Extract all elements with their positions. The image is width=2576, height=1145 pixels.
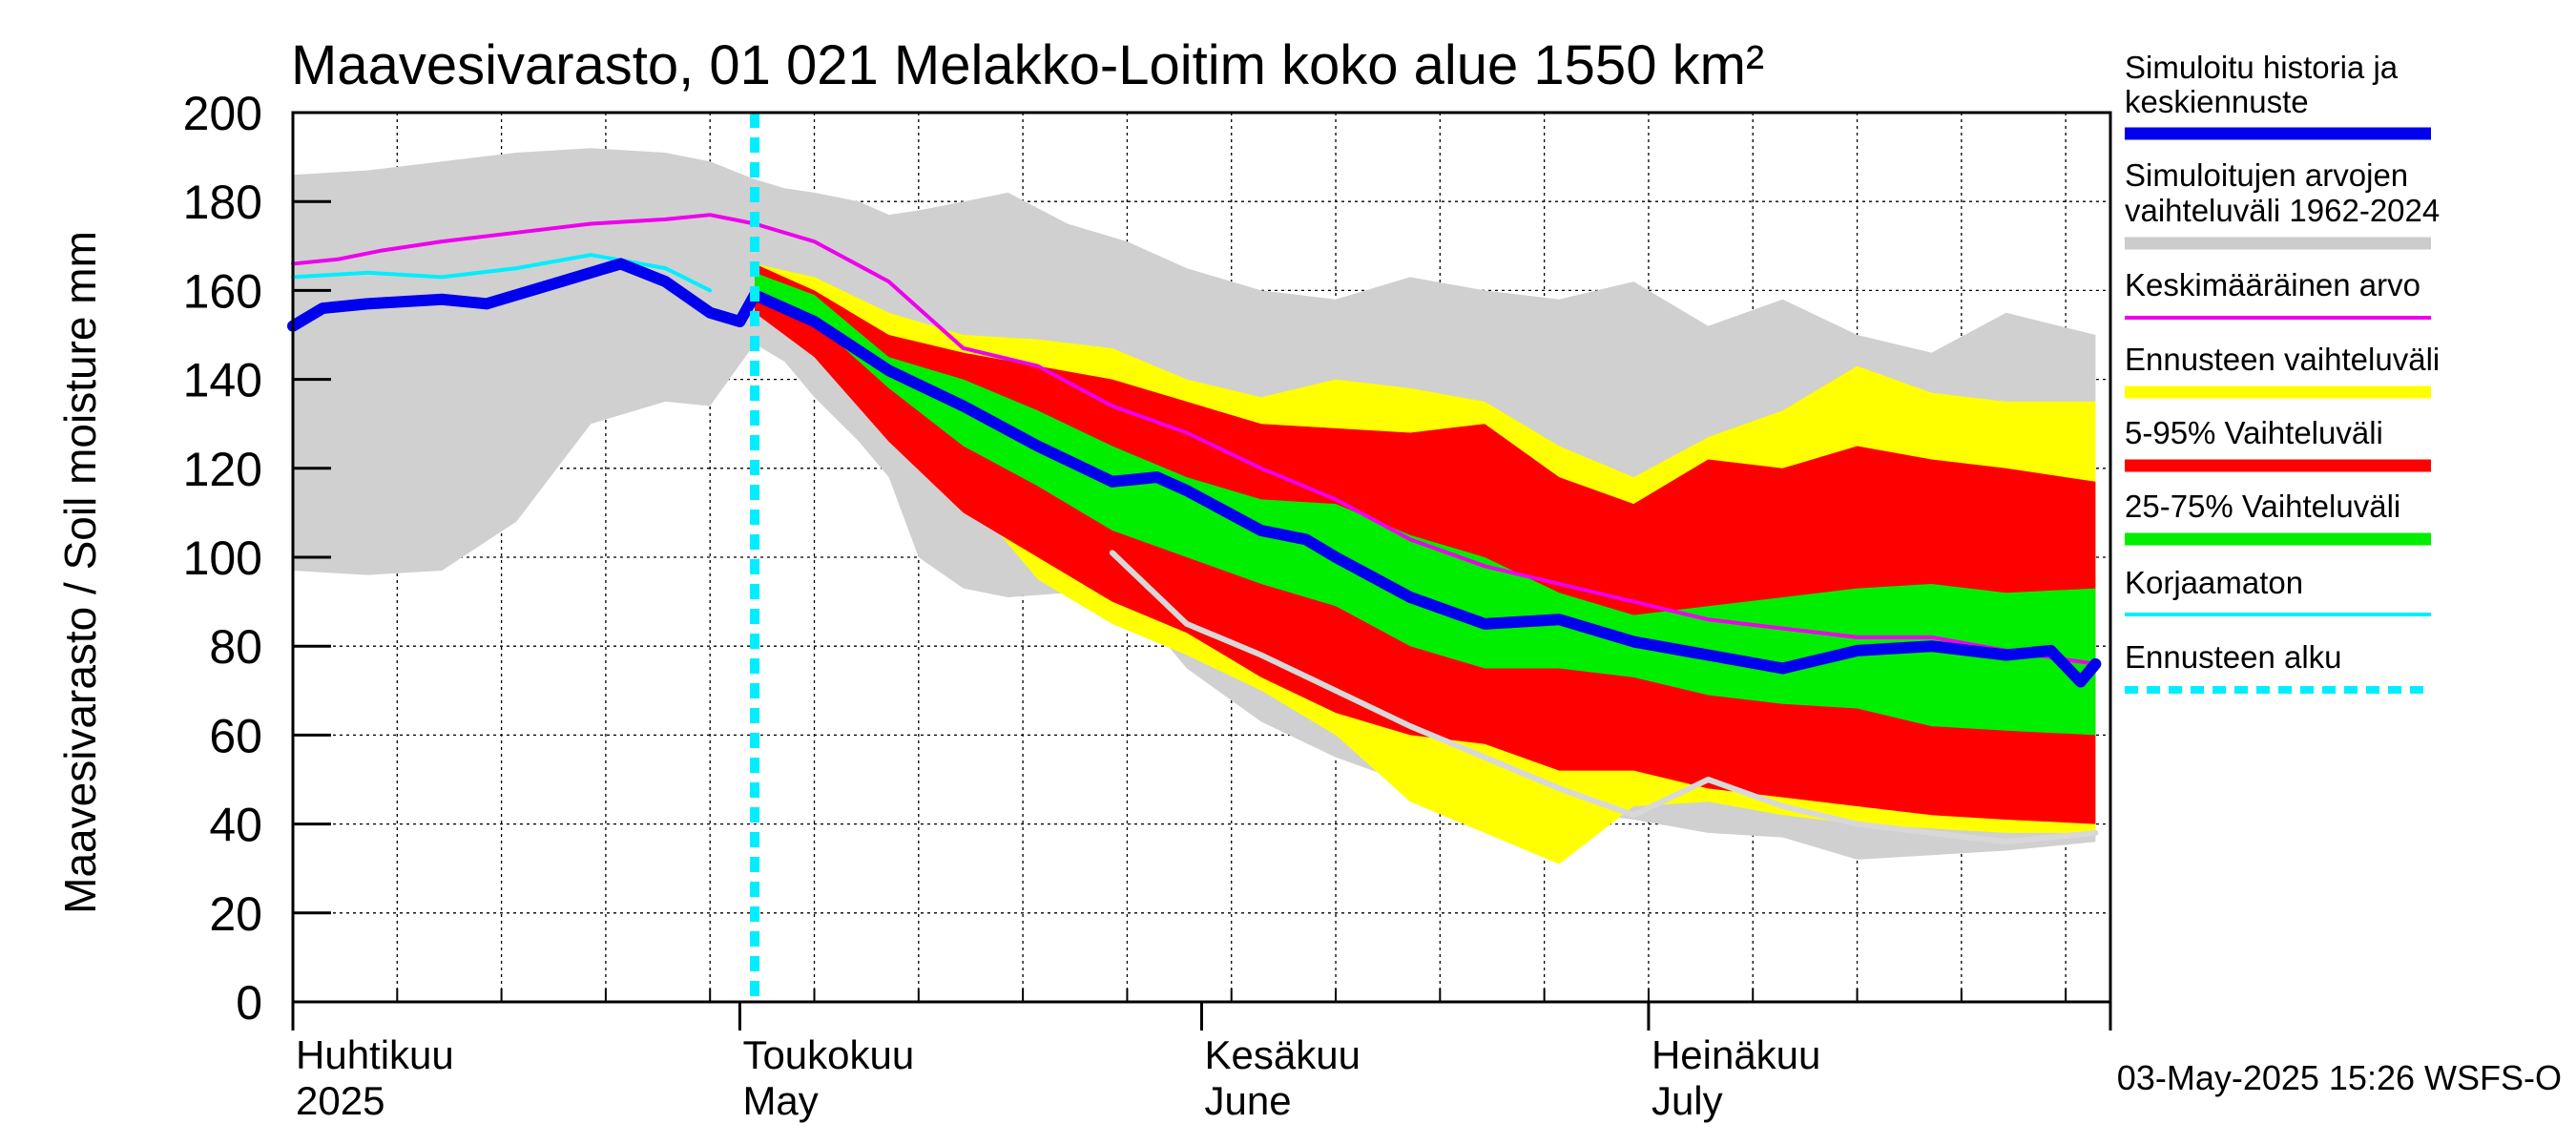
y-tick-label: 120 [183, 443, 262, 496]
y-tick-label: 0 [236, 976, 262, 1030]
timestamp-footer: 03-May-2025 15:26 WSFS-O [2117, 1058, 2562, 1097]
legend-label: Simuloitu historia ja [2125, 50, 2399, 85]
median-forecast-line [287, 258, 2102, 688]
y-tick-label: 200 [183, 87, 262, 140]
x-month-label: Heinäkuu [1652, 1032, 1820, 1077]
y-tick-label: 60 [209, 709, 262, 762]
legend-label: 25-75% Vaihteluväli [2125, 489, 2400, 524]
legend-label: vaihteluväli 1962-2024 [2125, 193, 2440, 228]
legend-label: Ennusteen vaihteluväli [2125, 342, 2440, 377]
y-tick-label: 140 [183, 354, 262, 407]
legend-label: Simuloitujen arvojen [2125, 157, 2408, 193]
uncorrected-line [291, 253, 713, 293]
legend-label: 5-95% Vaihteluväli [2125, 415, 2383, 450]
legend-label: Korjaamaton [2125, 565, 2303, 600]
y-tick-label: 80 [209, 620, 262, 674]
x-month-label: Toukokuu [742, 1032, 914, 1077]
legend-label: Ennusteen alku [2125, 639, 2342, 675]
y-tick-label: 180 [183, 176, 262, 229]
legend-label: Keskimääräinen arvo [2125, 267, 2420, 302]
x-month-label: Kesäkuu [1205, 1032, 1361, 1077]
y-axis-ticks: 0 20 40 60 80 100 120 140 160 180 200 [183, 87, 331, 1030]
percentile-25-75-band [755, 272, 2096, 736]
legend-label: keskiennuste [2125, 84, 2309, 119]
y-tick-label: 100 [183, 531, 262, 585]
y-tick-label: 40 [209, 799, 262, 852]
x-month-sublabel: May [742, 1078, 818, 1123]
x-month-sublabel: July [1652, 1078, 1723, 1123]
y-tick-label: 160 [183, 264, 262, 318]
x-month-sublabel: 2025 [296, 1078, 384, 1123]
dry-year-line [1109, 550, 2099, 845]
y-axis-label: Maavesivarasto / Soil moisture mm [55, 231, 105, 914]
x-month-label: Huhtikuu [296, 1032, 454, 1077]
x-month-sublabel: June [1205, 1078, 1292, 1123]
chart-title: Maavesivarasto, 01 021 Melakko-Loitim ko… [291, 34, 1764, 96]
mean-line [291, 213, 2098, 666]
y-tick-label: 20 [209, 887, 262, 941]
plot-area [287, 111, 2112, 1004]
